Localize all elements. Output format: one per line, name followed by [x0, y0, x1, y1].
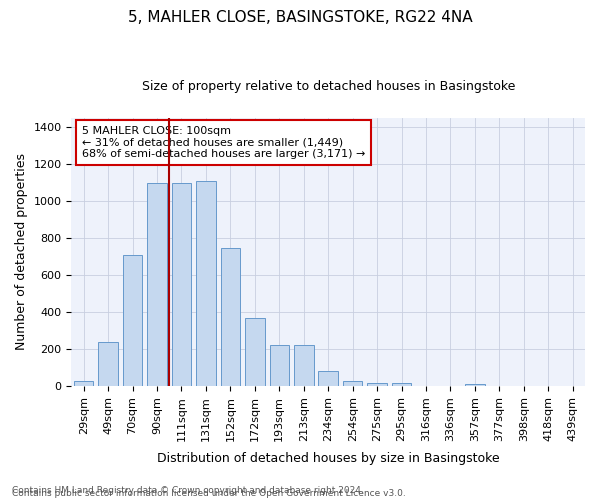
Bar — [147, 184, 167, 386]
Bar — [172, 182, 191, 386]
Bar — [465, 384, 485, 386]
Bar — [196, 180, 215, 386]
Bar — [245, 318, 265, 386]
Bar — [98, 342, 118, 386]
Text: Contains HM Land Registry data © Crown copyright and database right 2024.: Contains HM Land Registry data © Crown c… — [12, 486, 364, 495]
Text: 5, MAHLER CLOSE, BASINGSTOKE, RG22 4NA: 5, MAHLER CLOSE, BASINGSTOKE, RG22 4NA — [128, 10, 472, 25]
Title: Size of property relative to detached houses in Basingstoke: Size of property relative to detached ho… — [142, 80, 515, 93]
Bar — [221, 248, 240, 386]
Bar — [343, 380, 362, 386]
Bar — [392, 384, 412, 386]
Bar — [269, 344, 289, 386]
Bar — [74, 380, 94, 386]
Bar — [294, 344, 314, 386]
Bar — [319, 372, 338, 386]
Text: 5 MAHLER CLOSE: 100sqm
← 31% of detached houses are smaller (1,449)
68% of semi-: 5 MAHLER CLOSE: 100sqm ← 31% of detached… — [82, 126, 365, 159]
Bar — [123, 254, 142, 386]
Y-axis label: Number of detached properties: Number of detached properties — [15, 154, 28, 350]
Bar — [367, 384, 387, 386]
Text: Contains public sector information licensed under the Open Government Licence v3: Contains public sector information licen… — [12, 488, 406, 498]
X-axis label: Distribution of detached houses by size in Basingstoke: Distribution of detached houses by size … — [157, 452, 500, 465]
